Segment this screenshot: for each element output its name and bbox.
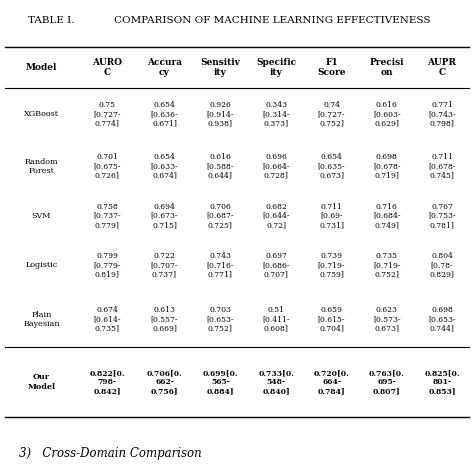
Text: 0.613
[0.557-
0.669]: 0.613 [0.557- 0.669] — [151, 306, 178, 333]
Text: Sensitiv
ity: Sensitiv ity — [201, 57, 240, 77]
Text: 0.698
[0.653-
0.744]: 0.698 [0.653- 0.744] — [428, 306, 456, 333]
Text: 0.697
[0.686-
0.707]: 0.697 [0.686- 0.707] — [263, 252, 290, 278]
Text: XGBoost: XGBoost — [24, 110, 59, 118]
Text: 0.758
[0.737-
0.779]: 0.758 [0.737- 0.779] — [93, 203, 121, 229]
Text: F1
Score: F1 Score — [317, 57, 346, 77]
Text: 0.733[0.
548-
0.840]: 0.733[0. 548- 0.840] — [258, 369, 294, 395]
Text: 0.771
[0.743-
0.798]: 0.771 [0.743- 0.798] — [428, 101, 456, 127]
Text: 0.739
[0.719-
0.759]: 0.739 [0.719- 0.759] — [318, 252, 346, 278]
Text: 0.701
[0.675-
0.726]: 0.701 [0.675- 0.726] — [93, 153, 121, 179]
Text: 0.767
[0.753-
0.781]: 0.767 [0.753- 0.781] — [428, 203, 456, 229]
Text: Random
Forest: Random Forest — [25, 158, 58, 175]
Text: 0.623
[0.573-
0.673]: 0.623 [0.573- 0.673] — [373, 306, 401, 333]
Text: 0.654
[0.636-
0.671]: 0.654 [0.636- 0.671] — [151, 101, 178, 127]
Text: Model: Model — [26, 63, 57, 72]
Text: Our
Model: Our Model — [27, 374, 55, 390]
Text: COMPARISON OF MACHINE LEARNING EFFECTIVENESS: COMPARISON OF MACHINE LEARNING EFFECTIVE… — [114, 16, 430, 25]
Text: 0.696
[0.664-
0.728]: 0.696 [0.664- 0.728] — [263, 153, 290, 179]
Text: 0.616
[0.603-
0.629]: 0.616 [0.603- 0.629] — [373, 101, 401, 127]
Text: 0.822[0.
798-
0.842]: 0.822[0. 798- 0.842] — [90, 369, 125, 395]
Text: 0.706
[0.687-
0.725]: 0.706 [0.687- 0.725] — [207, 203, 234, 229]
Text: 0.51
[0.411-
0.608]: 0.51 [0.411- 0.608] — [263, 306, 290, 333]
Text: 0.75
[0.727-
0.774]: 0.75 [0.727- 0.774] — [93, 101, 121, 127]
Text: TABLE I.: TABLE I. — [28, 16, 75, 25]
Text: Plain
Bayesian: Plain Bayesian — [23, 311, 60, 328]
Text: 0.763[0.
695-
0.807]: 0.763[0. 695- 0.807] — [369, 369, 405, 395]
Text: 0.720[0.
664-
0.784]: 0.720[0. 664- 0.784] — [314, 369, 349, 395]
Text: Specific
ity: Specific ity — [256, 57, 296, 77]
Text: 0.674
[0.614-
0.735]: 0.674 [0.614- 0.735] — [93, 306, 121, 333]
Text: SVM: SVM — [32, 212, 51, 220]
Text: 0.735
[0.719-
0.752]: 0.735 [0.719- 0.752] — [373, 252, 401, 278]
Text: 0.799
[0.779-
0.819]: 0.799 [0.779- 0.819] — [93, 252, 121, 278]
Text: 0.699[0.
565-
0.884]: 0.699[0. 565- 0.884] — [203, 369, 238, 395]
Text: 0.703
[0.653-
0.752]: 0.703 [0.653- 0.752] — [207, 306, 234, 333]
Text: Precisi
on: Precisi on — [370, 57, 404, 77]
Text: Logistic: Logistic — [25, 261, 58, 269]
Text: 0.616
[0.588-
0.644]: 0.616 [0.588- 0.644] — [207, 153, 234, 179]
Text: 0.654
[0.633-
0.674]: 0.654 [0.633- 0.674] — [151, 153, 178, 179]
Text: AURO
C: AURO C — [92, 57, 122, 77]
Text: 0.825[0.
801-
0.853]: 0.825[0. 801- 0.853] — [424, 369, 460, 395]
Text: 0.926
[0.914-
0.938]: 0.926 [0.914- 0.938] — [207, 101, 234, 127]
Text: 0.716
[0.684-
0.749]: 0.716 [0.684- 0.749] — [373, 203, 401, 229]
Text: 0.694
[0.673-
0.715]: 0.694 [0.673- 0.715] — [151, 203, 178, 229]
Text: 3)   Cross-Domain Comparison: 3) Cross-Domain Comparison — [19, 447, 202, 460]
Text: 0.74
[0.727-
0.752]: 0.74 [0.727- 0.752] — [318, 101, 346, 127]
Text: 0.698
[0.678-
0.719]: 0.698 [0.678- 0.719] — [373, 153, 401, 179]
Text: Accura
cy: Accura cy — [147, 57, 182, 77]
Text: AUPR
C: AUPR C — [428, 57, 456, 77]
Text: 0.743
[0.716-
0.771]: 0.743 [0.716- 0.771] — [207, 252, 234, 278]
Text: 0.343
[0.314-
0.373]: 0.343 [0.314- 0.373] — [263, 101, 290, 127]
Text: 0.711
[0.678-
0.745]: 0.711 [0.678- 0.745] — [428, 153, 456, 179]
Text: 0.659
[0.615-
0.704]: 0.659 [0.615- 0.704] — [318, 306, 346, 333]
Text: 0.711
[0.69-
0.731]: 0.711 [0.69- 0.731] — [319, 203, 344, 229]
Text: 0.706[0.
662-
0.756]: 0.706[0. 662- 0.756] — [146, 369, 182, 395]
Text: 0.722
[0.707-
0.737]: 0.722 [0.707- 0.737] — [151, 252, 178, 278]
Text: 0.682
[0.644-
0.72]: 0.682 [0.644- 0.72] — [263, 203, 290, 229]
Text: 0.804
[0.78-
0.829]: 0.804 [0.78- 0.829] — [429, 252, 455, 278]
Text: 0.654
[0.635-
0.673]: 0.654 [0.635- 0.673] — [318, 153, 346, 179]
